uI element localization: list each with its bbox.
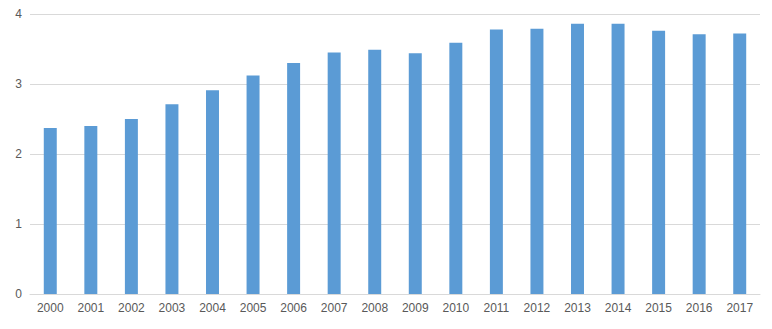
- svg-text:2014: 2014: [605, 301, 632, 315]
- svg-text:2010: 2010: [442, 301, 469, 315]
- svg-text:1: 1: [15, 217, 22, 231]
- svg-text:2006: 2006: [280, 301, 307, 315]
- svg-text:3: 3: [15, 77, 22, 91]
- svg-text:0: 0: [15, 287, 22, 301]
- svg-text:2011: 2011: [483, 301, 509, 315]
- svg-text:2004: 2004: [199, 301, 226, 315]
- svg-text:2017: 2017: [726, 301, 753, 315]
- svg-text:2003: 2003: [159, 301, 186, 315]
- svg-text:2007: 2007: [321, 301, 348, 315]
- svg-text:4: 4: [15, 7, 22, 21]
- svg-text:2: 2: [15, 147, 22, 161]
- svg-text:2002: 2002: [118, 301, 145, 315]
- svg-text:2012: 2012: [524, 301, 551, 315]
- svg-text:2009: 2009: [402, 301, 429, 315]
- svg-text:2013: 2013: [564, 301, 591, 315]
- svg-text:2015: 2015: [645, 301, 672, 315]
- svg-text:2005: 2005: [240, 301, 267, 315]
- svg-text:2016: 2016: [686, 301, 713, 315]
- svg-text:2001: 2001: [77, 301, 104, 315]
- svg-text:2008: 2008: [361, 301, 388, 315]
- svg-text:2000: 2000: [37, 301, 64, 315]
